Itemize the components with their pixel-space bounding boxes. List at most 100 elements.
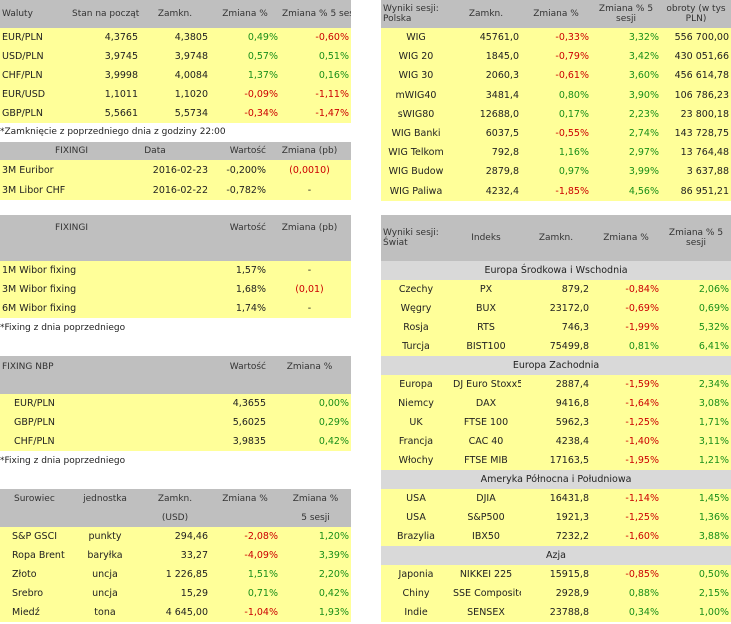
table-cell: 3M Wibor fixing — [0, 280, 210, 299]
table-cell: 1,71% — [661, 413, 731, 432]
table-cell: -1,59% — [591, 375, 661, 394]
table-cell: 2,97% — [591, 143, 661, 163]
table-cell: -1,25% — [591, 413, 661, 432]
nbp-block: FIXING NBP Wartość Zmiana % EUR/PLN 4,365… — [0, 356, 351, 471]
table-cell: 23788,8 — [521, 603, 591, 622]
table-row: EUR/PLN 4,3655 0,00% — [0, 394, 351, 413]
table-cell: GBP/PLN — [0, 104, 70, 123]
table-cell: 3,08% — [661, 394, 731, 413]
header-cell: FIXINGI — [0, 215, 210, 261]
table-cell: 6037,5 — [451, 123, 521, 144]
table-cell: Srebro — [0, 584, 70, 603]
table-cell: -1,60% — [591, 527, 661, 546]
header-cell: Zmiana % — [210, 0, 280, 28]
table-cell: 2,06% — [661, 280, 731, 299]
table-cell: Węgry — [381, 299, 451, 318]
table-cell: 2879,8 — [451, 162, 521, 182]
table-cell: 0,81% — [591, 337, 661, 356]
table-cell: 746,3 — [521, 318, 591, 337]
table-cell: tona — [70, 603, 140, 622]
table-cell: (0,0010) — [268, 160, 351, 180]
table-cell: sWIG80 — [381, 104, 451, 124]
table-cell: 0,42% — [280, 584, 351, 603]
table-cell: 0,88% — [591, 584, 661, 603]
header-cell: Zmiana % — [591, 215, 661, 261]
table-cell: 4232,4 — [451, 181, 521, 201]
table-cell: 0,16% — [280, 66, 351, 85]
table-cell: 9416,8 — [521, 394, 591, 413]
currencies-table: Waluty Stan na początek dnia Zamkn. Zmia… — [0, 0, 351, 28]
table-cell: 1,1020 — [140, 85, 210, 104]
header-cell: Zmiana % — [210, 489, 280, 508]
table-cell: 0,69% — [661, 299, 731, 318]
table-cell: 3M Euribor — [0, 160, 100, 180]
table-row: Miedź tona 4 645,00 -1,04% 1,93% — [0, 603, 351, 622]
table-cell: 3,99% — [591, 162, 661, 182]
table-row: CHF/PLN 3,9835 0,42% — [0, 432, 351, 451]
table-cell: -1,40% — [591, 432, 661, 451]
fixing-wibor-block: FIXINGI Wartość Zmiana (pb) 1M Wibor fix… — [0, 215, 351, 338]
table-cell: 879,2 — [521, 280, 591, 299]
poland-rows: WIG 45761,0 -0,33% 3,32% 556 700,00 WIG 20 184… — [381, 28, 731, 201]
table-row: 1M Wibor fixing 1,57% - — [0, 261, 351, 280]
region-header: Azja — [381, 546, 731, 565]
table-cell: 0,00% — [268, 394, 351, 413]
table-cell: 2,34% — [661, 375, 731, 394]
table-cell: Europa — [381, 375, 451, 394]
table-cell: 2928,9 — [521, 584, 591, 603]
table-row: WIG Paliwa 4232,4 -1,85% 4,56% 86 951,21 — [381, 181, 731, 201]
table-cell: 3,9748 — [140, 47, 210, 66]
table-cell: 4,3655 — [210, 394, 268, 413]
table-row: USD/PLN 3,9745 3,9748 0,57% 0,51% — [0, 47, 351, 66]
fixing-euribor-block: FIXINGI Data Wartość Zmiana (pb) 3M Euri… — [0, 142, 351, 200]
header-cell: Zamkn. — [451, 0, 521, 28]
poland-table: Wyniki sesji: Polska Zamkn. Zmiana % Zmi… — [381, 0, 731, 28]
table-cell: mWIG40 — [381, 85, 451, 105]
table-cell: 2016-02-23 — [100, 160, 210, 180]
region-name: Azja — [381, 546, 731, 565]
table-cell: S&P GSCI — [0, 527, 70, 546]
header-cell: 5 sesji — [280, 508, 351, 527]
table-cell: -0,55% — [521, 123, 591, 144]
table-cell: - — [268, 299, 351, 318]
table-row: mWIG40 3481,4 0,80% 3,90% 106 786,23 — [381, 85, 731, 105]
header-cell: Wartość — [210, 142, 268, 160]
table-cell: WIG Budow — [381, 162, 451, 182]
poland-block: Wyniki sesji: Polska Zamkn. Zmiana % Zmi… — [381, 0, 731, 201]
table-cell: EUR/USD — [0, 85, 70, 104]
table-row: 3M Euribor 2016-02-23 -0,200% (0,0010) — [0, 160, 351, 180]
table-cell: 0,51% — [280, 47, 351, 66]
table-cell: SSE Composite — [451, 584, 521, 603]
header-cell: Zmiana % — [268, 356, 351, 394]
table-cell: 2,23% — [591, 104, 661, 124]
table-cell: 294,46 — [140, 527, 210, 546]
table-cell: 4238,4 — [521, 432, 591, 451]
table-cell: WIG Paliwa — [381, 181, 451, 201]
table-cell: 4,56% — [591, 181, 661, 201]
table-row: WIG 20 1845,0 -0,79% 3,42% 430 051,66 — [381, 47, 731, 67]
table-cell: 5,5661 — [70, 104, 140, 123]
table-row: Japonia NIKKEI 225 15915,8 -0,85% 0,50% — [381, 565, 731, 584]
header-cell: Waluty — [0, 0, 70, 28]
table-cell: -0,09% — [210, 85, 280, 104]
table-cell: 45761,0 — [451, 28, 521, 48]
table-cell: 1,36% — [661, 508, 731, 527]
table-cell: uncja — [70, 565, 140, 584]
fixing-euribor-table: FIXINGI Data Wartość Zmiana (pb) — [0, 142, 351, 160]
table-cell: 3,90% — [591, 85, 661, 105]
table-cell: CAC 40 — [451, 432, 521, 451]
table-cell: 556 700,00 — [661, 28, 731, 48]
table-cell: USD/PLN — [0, 47, 70, 66]
table-cell: WIG 20 — [381, 47, 451, 67]
table-cell: PX — [451, 280, 521, 299]
table-cell: BIST100 — [451, 337, 521, 356]
region-name: Europa Środkowa i Wschodnia — [381, 261, 731, 280]
table-cell: -0,61% — [521, 66, 591, 86]
table-cell: 3,42% — [591, 47, 661, 67]
table-cell: Czechy — [381, 280, 451, 299]
table-cell: CHF/PLN — [0, 432, 210, 451]
table-cell: GBP/PLN — [0, 413, 210, 432]
region-header: Ameryka Północna i Południowa — [381, 470, 731, 489]
table-cell: UK — [381, 413, 451, 432]
table-cell: WIG — [381, 28, 451, 48]
